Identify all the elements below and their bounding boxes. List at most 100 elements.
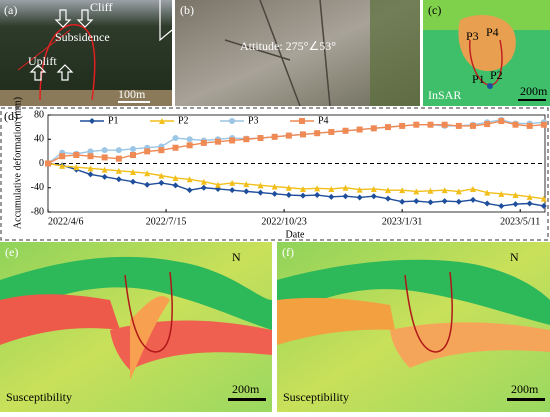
point [243,136,250,143]
point [115,167,122,174]
point [229,179,236,186]
point [271,183,278,190]
point [158,179,165,186]
annotation: Subsidence [55,30,110,44]
point [45,160,51,167]
point [257,189,264,196]
point [455,188,462,195]
point [257,135,264,142]
point [229,118,235,124]
photo-b [175,0,420,107]
point [342,184,349,191]
point [186,187,193,194]
point [384,195,391,202]
point [87,153,94,160]
point [498,190,505,197]
point [484,121,491,128]
point [540,202,547,209]
point [526,193,533,200]
point [87,165,94,172]
point [87,148,94,155]
y-tick-label: -40 [31,182,44,193]
point [540,121,547,128]
point [413,121,420,128]
point [427,199,434,206]
point [229,137,236,144]
annotation: Susceptibility [6,390,72,404]
point [158,147,165,154]
x-tick-label: 2023/1/31 [382,216,423,227]
scale-label: 100m [118,87,146,101]
point [115,176,122,183]
point [214,181,221,188]
point [200,178,207,185]
legend-label: P1 [108,115,119,126]
point [314,185,321,192]
annotation: Cliff [90,0,112,14]
point [356,186,363,193]
point [89,118,95,124]
y-tick-label: 80 [34,109,44,120]
point [87,171,94,178]
point [455,122,462,129]
legend-label: P3 [248,115,259,126]
point [413,198,420,205]
point [186,136,193,143]
point [214,138,221,145]
point [399,122,406,129]
point [356,126,363,133]
point [172,144,179,151]
point [186,142,193,149]
point [455,198,462,205]
point [159,118,165,124]
legend-label: P2 [178,115,189,126]
panel-label: (b) [180,3,194,17]
point [172,175,179,182]
point [101,166,108,173]
point [144,170,151,177]
point [73,152,80,159]
point [129,152,136,159]
x-axis-label: Date [286,229,305,240]
point [399,187,406,194]
point [512,192,519,199]
point [285,132,292,139]
point [370,193,377,200]
north-label: N [232,250,241,264]
point [101,154,108,161]
point [484,189,491,196]
point [441,121,448,128]
point [285,184,292,191]
point [370,185,377,192]
point [512,121,519,128]
point [370,125,377,132]
point [427,121,434,128]
point [441,187,448,194]
point [257,182,264,189]
point [271,133,278,140]
point [342,127,349,134]
x-tick-label: 2022/4/6 [48,216,84,227]
point [243,181,250,188]
annotation: Susceptibility [283,390,349,404]
point [484,200,491,207]
point [427,187,434,194]
point [413,188,420,195]
point [200,184,207,191]
point [356,194,363,201]
north-label: N [510,250,519,264]
point [498,202,505,209]
map-c [423,0,550,106]
point [526,200,533,207]
point [271,190,278,197]
point [540,195,547,202]
point [144,181,151,188]
annotation: Attitude: 275°∠53° [240,39,336,53]
point-label: P3 [466,29,479,43]
y-tick-label: -80 [31,206,44,217]
point [328,185,335,192]
point [314,130,321,137]
point [172,182,179,189]
point [59,153,66,160]
